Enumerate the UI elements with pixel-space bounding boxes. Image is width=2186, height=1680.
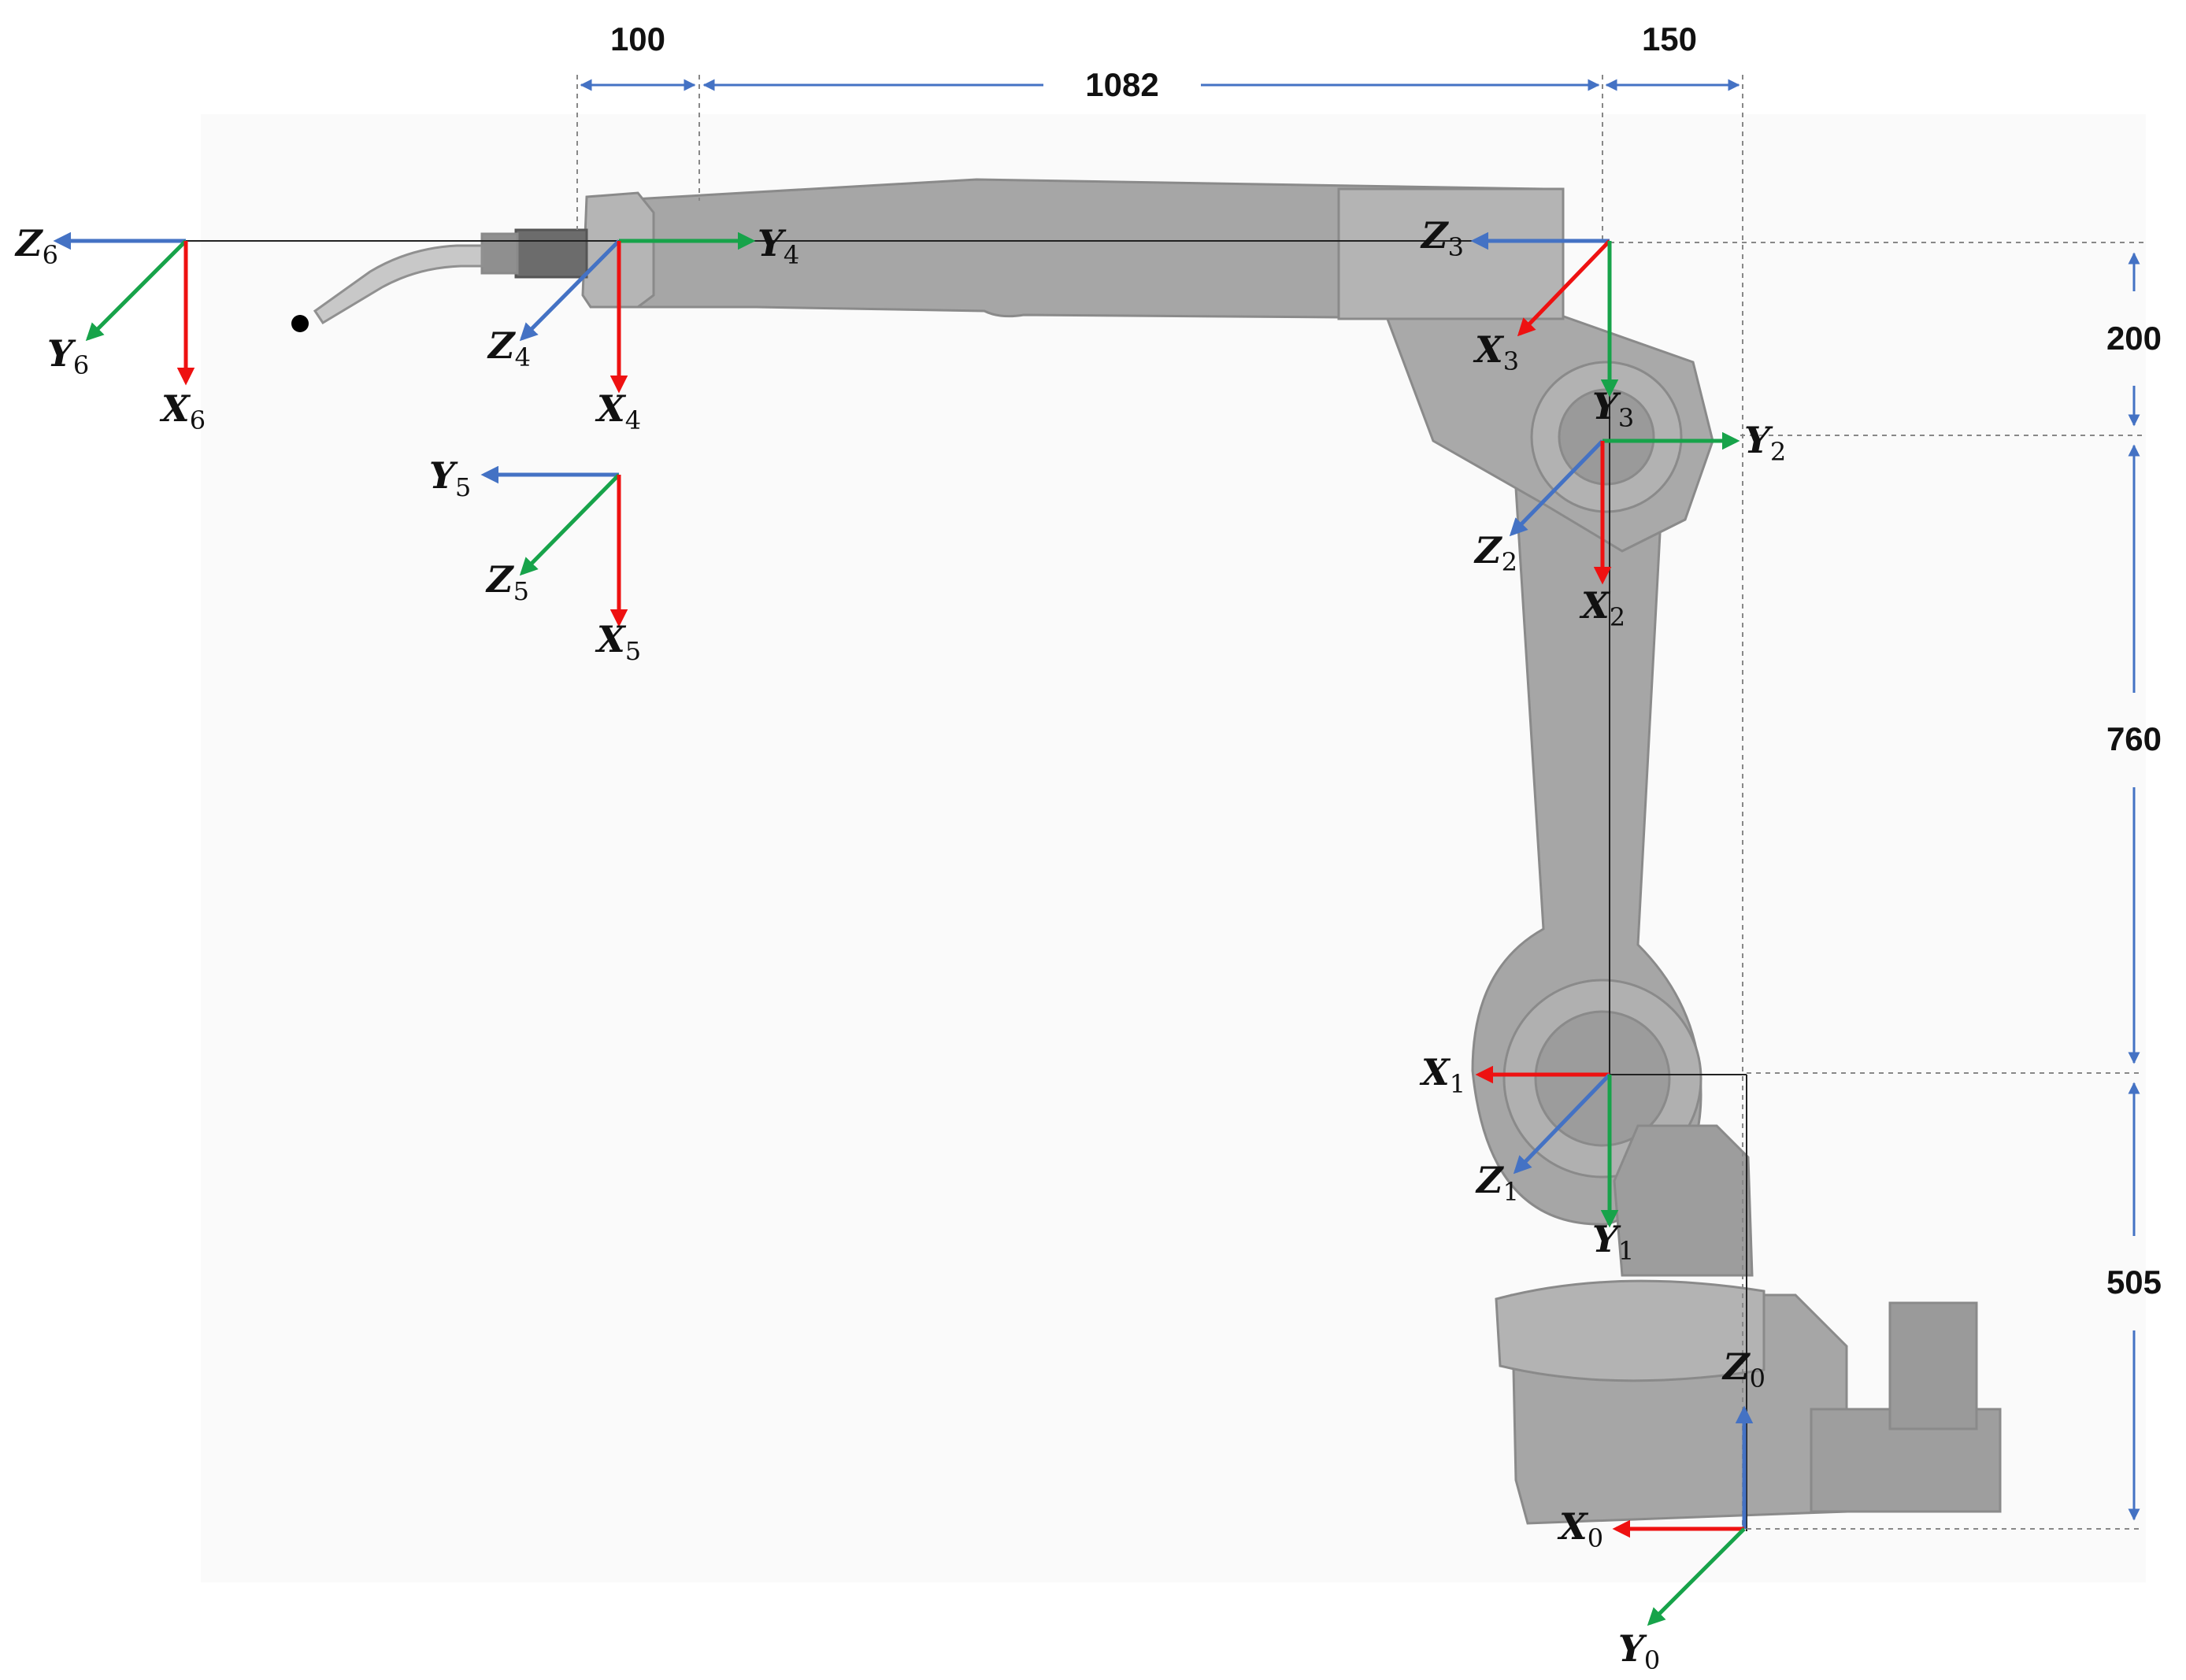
frame-1-z-axis xyxy=(1513,1073,1611,1175)
robot-shoulder-joint-inner xyxy=(1534,1010,1671,1147)
torch-mount xyxy=(480,232,519,275)
frame-6-z-label: Z6 xyxy=(14,222,58,270)
frame-4-y-label: Y4 xyxy=(758,222,799,270)
frame-1-z-label: Z1 xyxy=(1475,1159,1519,1207)
frame-3-y-label: Y3 xyxy=(1592,385,1634,433)
frame-1-x-label: X1 xyxy=(1419,1051,1465,1099)
frame-2: Y2 Z2 X2 xyxy=(1473,419,1786,632)
frame-2-y-label: Y2 xyxy=(1744,419,1786,467)
frame-0-x-label: X0 xyxy=(1557,1505,1603,1553)
dim-150-label: 150 xyxy=(1642,20,1697,57)
dimension-guides xyxy=(576,75,2143,1531)
frame-2-x-label: X2 xyxy=(1579,584,1625,632)
frame-6-y-axis xyxy=(85,239,187,342)
frame-6-y-label: Y6 xyxy=(47,332,89,380)
frame-4: Y4 Z4 X4 xyxy=(487,222,799,435)
frame-3-x-axis xyxy=(1517,239,1611,337)
robot-arm xyxy=(313,178,2002,1525)
frame-4-x-label: X4 xyxy=(595,387,641,435)
frame-5-z-label: Z5 xyxy=(485,558,529,606)
dim-505-label: 505 xyxy=(2106,1264,2162,1301)
dim-760-label: 760 xyxy=(2106,720,2162,757)
frame-0-z-label: Z0 xyxy=(1721,1345,1765,1393)
robot-shoulder-housing xyxy=(1613,1124,1754,1277)
frame-0-y-axis xyxy=(1647,1527,1746,1626)
torch-neck xyxy=(313,244,484,325)
frame-0-y-label: Y0 xyxy=(1618,1627,1660,1675)
frame-5-x-label: X5 xyxy=(595,618,641,666)
dim-200-label: 200 xyxy=(2106,320,2162,357)
tool-center-point xyxy=(291,315,309,332)
dim-100-label: 100 xyxy=(610,20,665,57)
frame-5-z-axis xyxy=(519,473,621,576)
frame-3-x-label: X3 xyxy=(1473,328,1519,376)
robot-base-connector xyxy=(1888,1301,1978,1430)
frame-3: Z3 X3 Y3 xyxy=(1420,214,1634,433)
frame-6: Z6 Y6 X6 xyxy=(14,222,206,435)
frame-3-z-label: Z3 xyxy=(1420,214,1464,262)
dim-1082-label: 1082 xyxy=(1085,66,1158,103)
robot-forearm-motor xyxy=(1337,187,1565,320)
frame-5-y-label: Y5 xyxy=(429,454,471,502)
frame-6-x-label: X6 xyxy=(159,387,206,435)
frame-2-z-label: Z2 xyxy=(1473,529,1517,577)
frame-5: Y5 Z5 X5 xyxy=(429,454,641,666)
dimension-arrows xyxy=(580,79,2140,1521)
torch-body xyxy=(514,228,588,279)
frame-4-z-label: Z4 xyxy=(487,324,531,372)
frame-2-z-axis xyxy=(1509,439,1604,537)
frame-1: X1 Z1 Y1 xyxy=(1419,1051,1634,1266)
robot-base-ring xyxy=(1495,1279,1765,1382)
frame-0: Z0 X0 Y0 xyxy=(1557,1345,1765,1675)
frame-4-z-axis xyxy=(519,239,621,342)
frame-1-y-label: Y1 xyxy=(1592,1218,1634,1266)
